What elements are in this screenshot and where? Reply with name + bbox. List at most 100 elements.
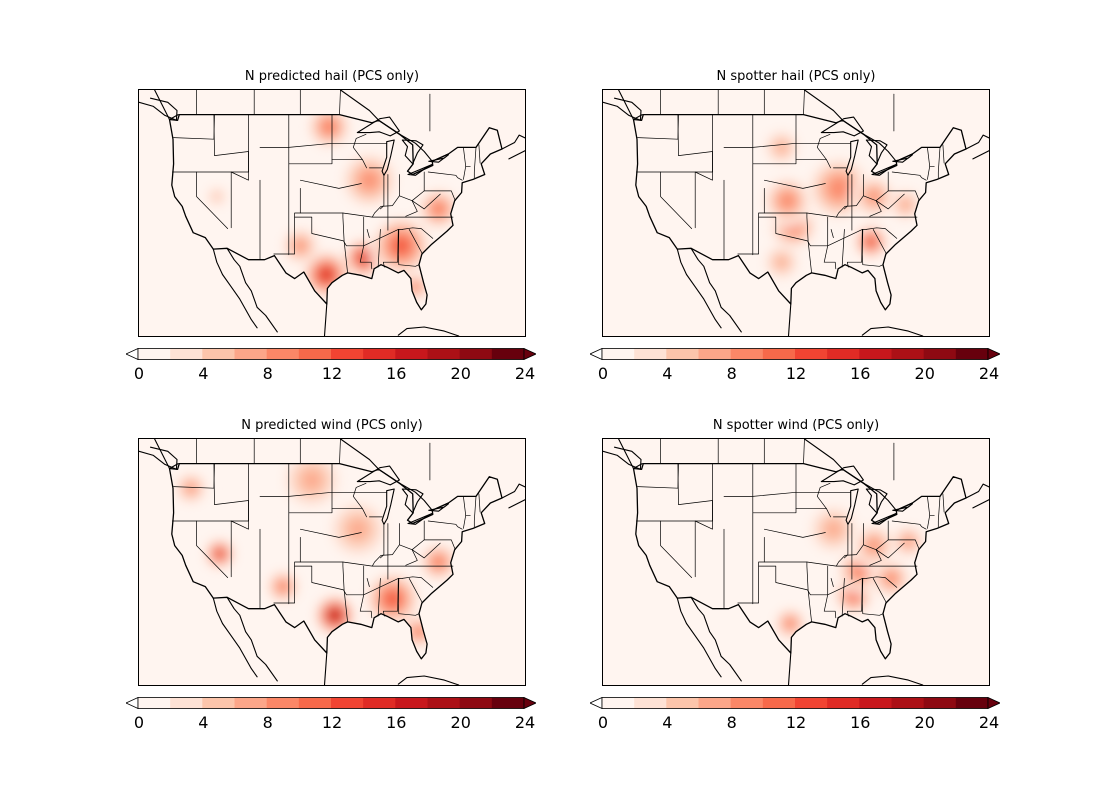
- coastline: [501, 483, 525, 509]
- colorbar-segment: [427, 697, 461, 709]
- coastline: [154, 439, 179, 470]
- colorbar-tick-label: 0: [133, 364, 145, 383]
- colorbar-extend-min: [126, 348, 139, 360]
- colorbar-extend-max: [987, 348, 1000, 360]
- colorbar-segment: [666, 348, 699, 360]
- colorbar-tick-label: 12: [321, 364, 343, 383]
- state-border: [752, 114, 797, 165]
- state-border: [763, 528, 826, 538]
- map: [139, 439, 525, 685]
- state-border: [763, 179, 826, 189]
- hotspot-mid-atlantic: [416, 187, 461, 231]
- colorbar-segment: [955, 348, 989, 360]
- colorbar-tick-labels: 0 4 8 12 16 20 24: [134, 713, 535, 733]
- state-border: [408, 229, 423, 255]
- colorbar-tick-label: 12: [321, 713, 343, 732]
- state-border: [173, 463, 215, 489]
- colorbar-tick-label: 4: [198, 713, 209, 732]
- state-border: [637, 114, 679, 140]
- us-coastline: [632, 462, 967, 660]
- colorbar-segment: [491, 348, 525, 360]
- state-border: [299, 212, 454, 218]
- coastline: [154, 90, 179, 121]
- colorbar-segment: [459, 348, 493, 360]
- us-coastline: [168, 113, 503, 311]
- great-lake: [845, 139, 859, 176]
- state-border: [841, 229, 845, 268]
- hotspot-south-texas: [774, 607, 807, 640]
- state-border: [875, 193, 905, 210]
- colorbar-tick-label: 12: [785, 713, 807, 732]
- hotspot-florida: [401, 272, 430, 302]
- coastline: [323, 652, 328, 685]
- state-border: [382, 229, 399, 268]
- colorbar-tick-label: 8: [726, 364, 737, 383]
- state-border: [806, 561, 812, 623]
- state-border: [352, 482, 367, 518]
- colorbar-segment: [795, 348, 828, 360]
- hotspot-midwest: [804, 153, 874, 223]
- state-border: [380, 174, 385, 210]
- state-border: [841, 578, 845, 617]
- state-border: [377, 578, 381, 617]
- state-border: [846, 578, 863, 617]
- hotspot-west-texas: [280, 225, 321, 266]
- coastline: [804, 90, 913, 162]
- colorbar-segment: [666, 697, 699, 709]
- great-lake: [892, 503, 913, 512]
- state-border: [723, 142, 852, 148]
- colorbar-tick-label: 8: [726, 713, 737, 732]
- state-border: [758, 216, 867, 247]
- hotspot-ohio-valley: [850, 173, 897, 220]
- state-border: [299, 528, 362, 538]
- coastline: [787, 652, 792, 685]
- state-border: [473, 147, 477, 179]
- coastline: [676, 248, 722, 329]
- colorbar-tick-label: 0: [597, 713, 609, 732]
- colorbar-extend-min: [126, 697, 139, 709]
- colorbar-segment: [634, 697, 667, 709]
- province-border: [803, 439, 805, 464]
- state-border: [366, 229, 370, 238]
- colorbar-extend-min: [590, 697, 603, 709]
- state-border: [937, 496, 941, 528]
- state-border: [823, 565, 837, 619]
- colorbar-segment: [827, 348, 860, 360]
- colorbar-segment: [762, 697, 796, 709]
- colorbar: [126, 348, 536, 360]
- state-border: [397, 229, 420, 267]
- colorbar-tick-label: 16: [850, 713, 871, 732]
- state-border: [299, 179, 362, 189]
- hotspot-new-mexico: [265, 569, 301, 604]
- state-border: [273, 537, 301, 604]
- state-border: [891, 171, 927, 181]
- state-border: [891, 520, 927, 530]
- coastline: [690, 596, 742, 682]
- coastline: [226, 247, 278, 333]
- state-border: [865, 576, 898, 588]
- state-border: [844, 174, 849, 210]
- coastline: [965, 483, 989, 509]
- colorbar-segment: [138, 697, 171, 709]
- coastline: [323, 303, 328, 336]
- colorbar-segment: [266, 697, 300, 709]
- state-border: [382, 578, 399, 617]
- map: [603, 439, 989, 685]
- colorbar-extend-max: [987, 697, 1000, 709]
- panel-title: N spotter wind (PCS only): [712, 418, 880, 433]
- state-border: [887, 190, 920, 202]
- colorbar-segment: [923, 348, 957, 360]
- map-frame: [602, 89, 990, 337]
- colorbar-extend-max: [523, 697, 536, 709]
- colorbar-segment: [395, 348, 428, 360]
- coastline: [690, 247, 742, 333]
- colorbar-segment: [202, 697, 235, 709]
- colorbar-tick-label: 8: [262, 713, 273, 732]
- great-lake: [820, 465, 864, 486]
- state-border: [342, 561, 348, 623]
- colorbar-tick-labels: 0 4 8 12 16 20 24: [598, 713, 999, 733]
- colorbar-segment: [202, 348, 235, 360]
- colorbar-tick-label: 24: [978, 713, 1000, 732]
- coastline: [226, 596, 278, 682]
- colorbar-tick-label: 20: [914, 713, 935, 732]
